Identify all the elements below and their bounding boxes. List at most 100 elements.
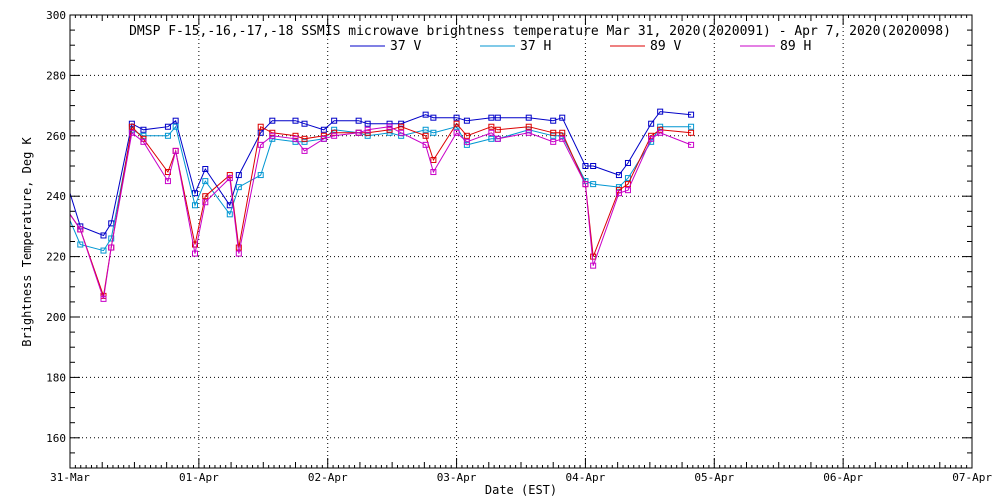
data-point-marker bbox=[559, 129, 566, 136]
data-point-marker bbox=[226, 211, 233, 218]
series-37-h bbox=[69, 123, 695, 254]
data-point-marker bbox=[292, 117, 299, 124]
data-point-marker bbox=[494, 126, 501, 133]
data-point-marker bbox=[364, 126, 371, 133]
series-89-h bbox=[69, 123, 695, 302]
data-point-marker bbox=[648, 135, 655, 142]
data-point-marker bbox=[422, 132, 429, 139]
x-tick-label: 06-Apr bbox=[823, 471, 863, 484]
data-point-marker bbox=[688, 111, 695, 118]
data-point-marker bbox=[550, 138, 557, 145]
y-tick-label: 200 bbox=[46, 311, 66, 324]
data-point-marker bbox=[525, 126, 532, 133]
data-point-marker bbox=[453, 120, 460, 127]
data-point-marker bbox=[525, 129, 532, 136]
data-point-marker bbox=[615, 172, 622, 179]
data-point-marker bbox=[430, 156, 437, 163]
data-point-marker bbox=[269, 117, 276, 124]
legend-label: 89 H bbox=[780, 39, 811, 54]
data-point-marker bbox=[191, 250, 198, 257]
data-point-marker bbox=[226, 175, 233, 182]
data-point-marker bbox=[140, 138, 147, 145]
data-point-marker bbox=[422, 126, 429, 133]
data-point-marker bbox=[657, 129, 664, 136]
x-tick-label: 31-Mar bbox=[50, 471, 90, 484]
series-37-v bbox=[69, 108, 695, 239]
x-tick-label: 07-Apr bbox=[952, 471, 992, 484]
data-point-marker bbox=[463, 141, 470, 148]
x-tick-label: 03-Apr bbox=[437, 471, 477, 484]
data-point-marker bbox=[453, 114, 460, 121]
data-point-marker bbox=[172, 123, 179, 130]
grid-lines bbox=[70, 15, 972, 468]
data-point-marker bbox=[202, 193, 209, 200]
data-point-marker bbox=[164, 123, 171, 130]
data-point-marker bbox=[355, 129, 362, 136]
data-point-marker bbox=[269, 132, 276, 139]
data-point-marker bbox=[494, 135, 501, 142]
data-point-marker bbox=[320, 126, 327, 133]
data-point-marker bbox=[235, 184, 242, 191]
data-point-marker bbox=[202, 166, 209, 173]
legend-label: 37 V bbox=[390, 39, 421, 54]
legend-item: 37 H bbox=[480, 39, 551, 54]
data-point-marker bbox=[590, 262, 597, 269]
data-point-marker bbox=[398, 123, 405, 130]
data-point-marker bbox=[488, 123, 495, 130]
data-point-marker bbox=[128, 129, 135, 136]
axis-ticks: 160 180 200 220 240 260 280 300 31-Mar 01-Apr 02-A… bbox=[46, 9, 992, 484]
data-point-marker bbox=[191, 202, 198, 209]
data-point-marker bbox=[257, 129, 264, 136]
data-point-marker bbox=[688, 123, 695, 130]
series-line bbox=[69, 111, 692, 237]
legend-label: 37 H bbox=[520, 39, 551, 54]
data-point-marker bbox=[430, 129, 437, 136]
data-point-marker bbox=[648, 120, 655, 127]
data-point-marker bbox=[320, 135, 327, 142]
x-tick-label: 05-Apr bbox=[694, 471, 734, 484]
data-point-marker bbox=[292, 135, 299, 142]
legend-item: 89 H bbox=[740, 39, 811, 54]
legend-item: 37 V bbox=[350, 39, 421, 54]
y-tick-label: 300 bbox=[46, 9, 66, 22]
y-tick-label: 280 bbox=[46, 69, 66, 82]
data-point-marker bbox=[582, 163, 589, 169]
data-point-marker bbox=[590, 163, 597, 169]
series-89-v bbox=[69, 120, 695, 299]
data-point-marker bbox=[525, 114, 532, 121]
data-point-marker bbox=[386, 123, 393, 130]
data-point-marker bbox=[172, 117, 179, 124]
chart-title: DMSP F-15,-16,-17,-18 SSMIS microwave br… bbox=[129, 24, 951, 39]
data-point-marker bbox=[269, 129, 276, 136]
x-tick-label: 04-Apr bbox=[566, 471, 606, 484]
data-point-marker bbox=[559, 135, 566, 142]
data-point-marker bbox=[688, 129, 695, 136]
data-point-marker bbox=[582, 181, 589, 188]
data-point-marker bbox=[463, 117, 470, 124]
data-point-marker bbox=[422, 141, 429, 148]
x-tick-label: 01-Apr bbox=[179, 471, 219, 484]
data-point-marker bbox=[331, 126, 338, 133]
data-point-marker bbox=[590, 253, 597, 260]
data-point-marker bbox=[235, 172, 242, 179]
y-tick-label: 160 bbox=[46, 432, 66, 445]
data-point-marker bbox=[172, 147, 179, 154]
data-point-marker bbox=[301, 120, 308, 127]
data-point-marker bbox=[301, 135, 308, 142]
data-point-marker bbox=[488, 129, 495, 136]
data-point-marker bbox=[108, 235, 115, 242]
data-point-marker bbox=[364, 120, 371, 127]
data-point-marker bbox=[559, 114, 566, 121]
y-axis-label: Brightness Temperature, Deg K bbox=[20, 136, 34, 346]
data-point-marker bbox=[398, 129, 405, 136]
y-tick-label: 220 bbox=[46, 251, 66, 264]
series-line bbox=[69, 122, 692, 297]
data-point-marker bbox=[624, 187, 631, 194]
data-point-marker bbox=[108, 244, 115, 251]
data-point-marker bbox=[615, 190, 622, 197]
data-point-marker bbox=[191, 241, 198, 248]
data-point-marker bbox=[164, 132, 171, 139]
data-point-marker bbox=[488, 135, 495, 142]
data-point-marker bbox=[257, 123, 264, 130]
series-line bbox=[69, 125, 692, 252]
